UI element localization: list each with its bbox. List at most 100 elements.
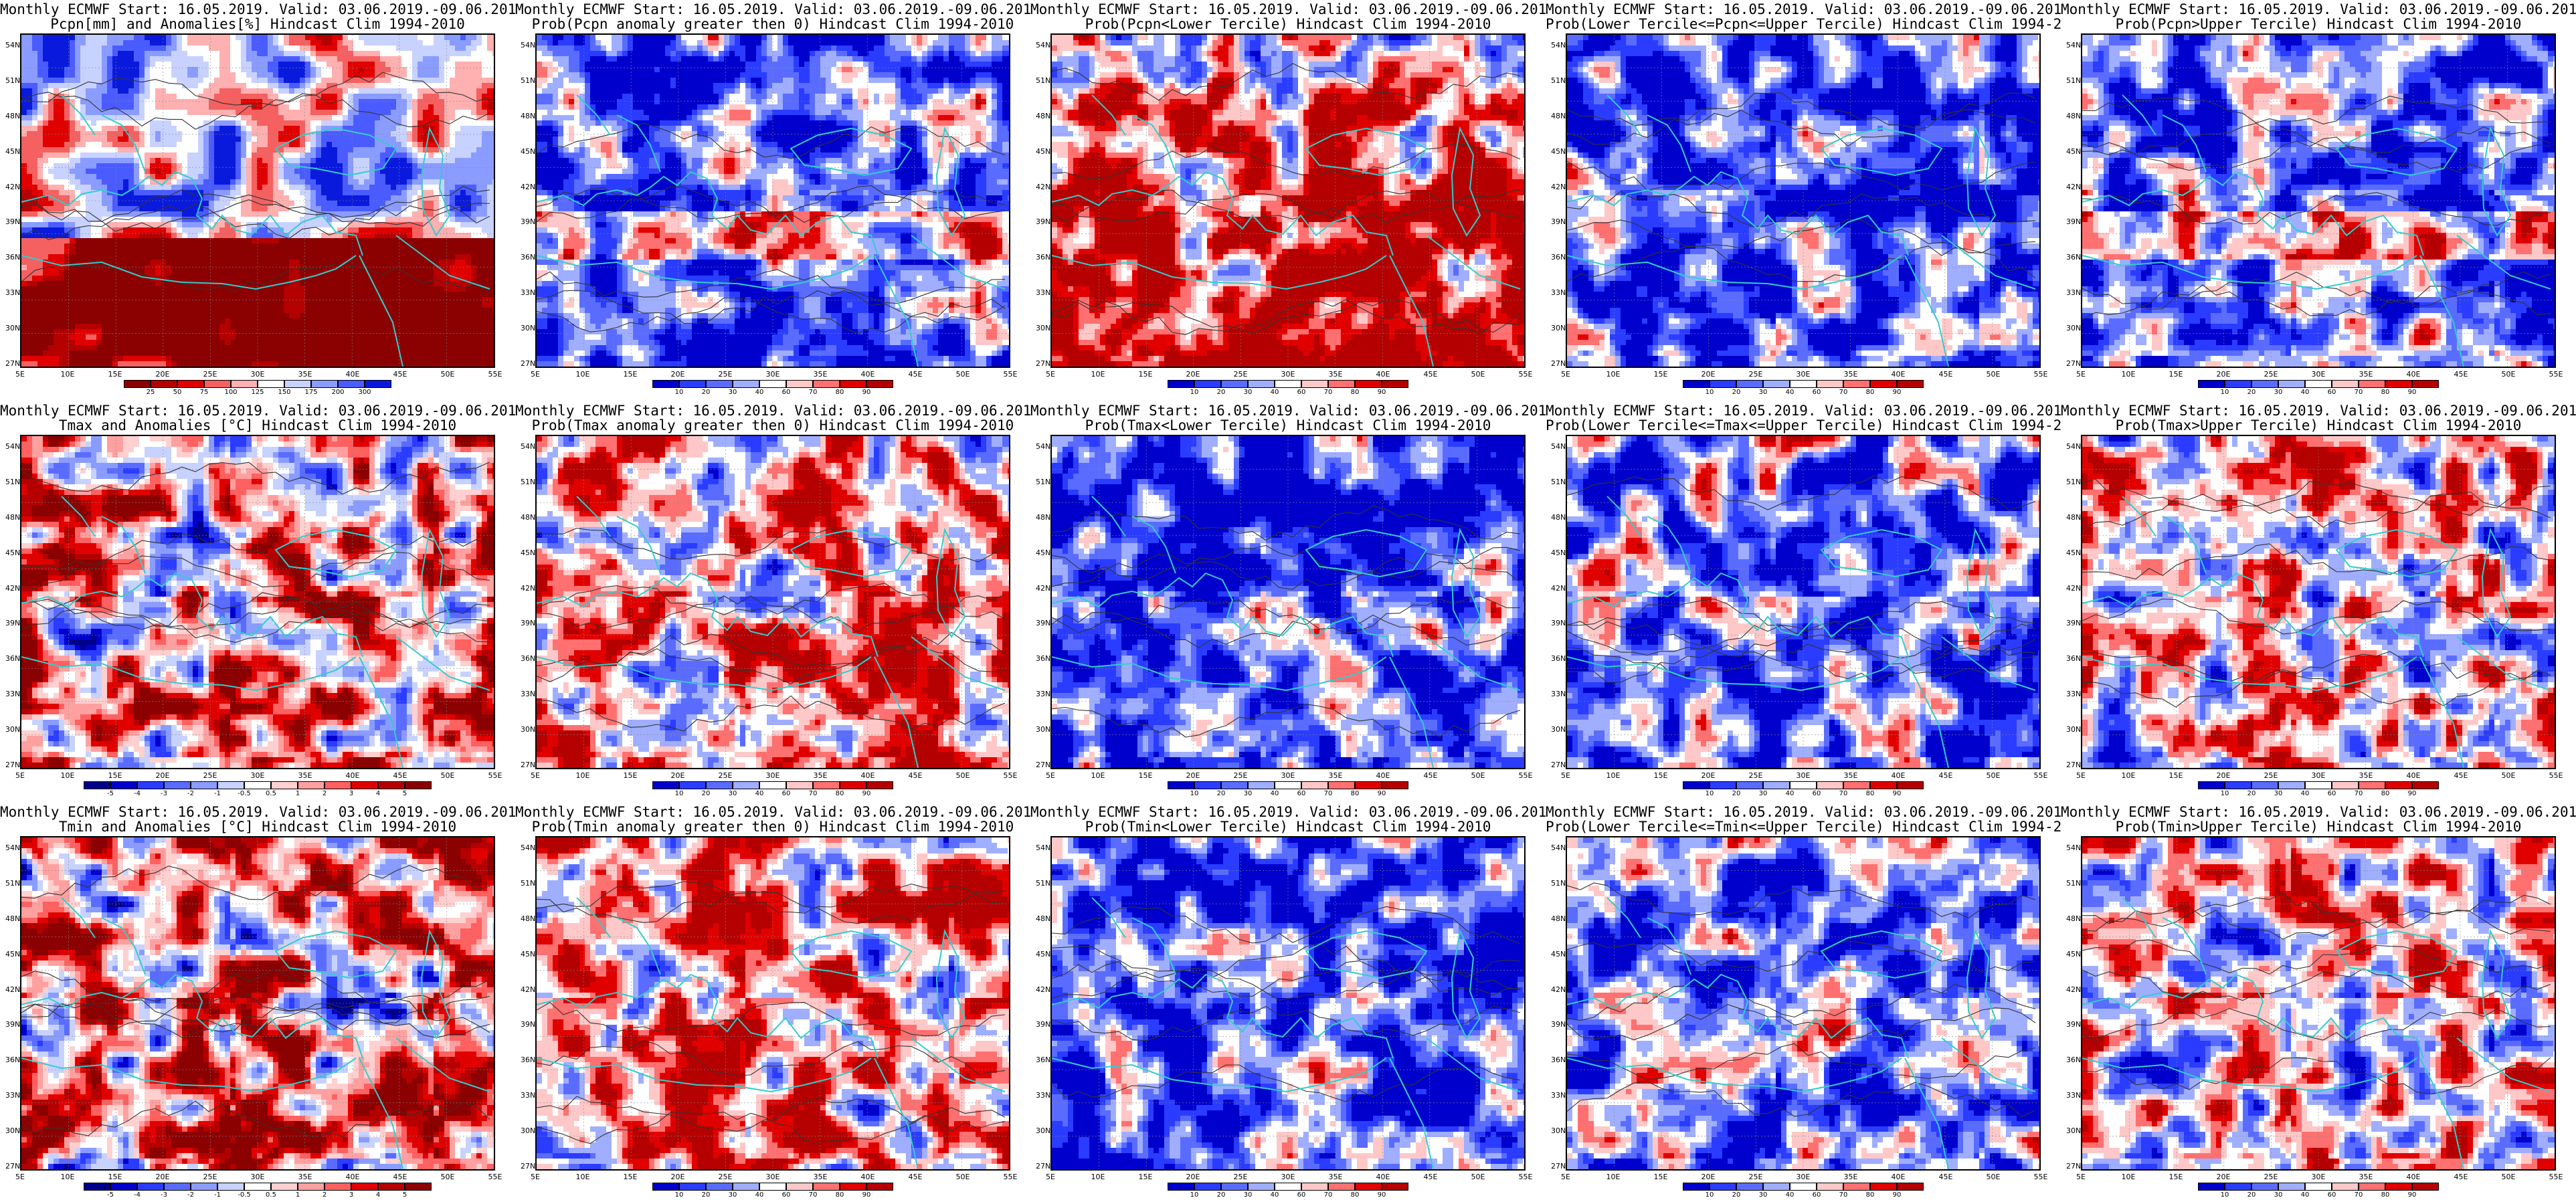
lat-label: 30N bbox=[1551, 324, 1566, 332]
colorbar-tick-label: -0.5 bbox=[231, 790, 258, 797]
colorbar-segment bbox=[1710, 380, 1736, 388]
colorbar-tick-label: 20 bbox=[2238, 790, 2265, 797]
lon-label: 35E bbox=[2356, 1173, 2376, 1181]
lon-label: 55E bbox=[1000, 772, 1020, 780]
lat-label: 27N bbox=[1036, 1163, 1050, 1171]
lon-label: 15E bbox=[2166, 1173, 2186, 1181]
colorbar-segment bbox=[1355, 380, 1382, 388]
colorbar-segment bbox=[1194, 781, 1221, 789]
lon-label: 50E bbox=[438, 772, 458, 780]
lon-label: 45E bbox=[390, 1173, 410, 1181]
colorbar-segment bbox=[2305, 1183, 2332, 1191]
colorbar-segment bbox=[1221, 1183, 1248, 1191]
colorbar-segment bbox=[813, 1183, 840, 1191]
panel-title-line2: Prob(Pcpn anomaly greater then 0) Hindca… bbox=[515, 16, 1030, 32]
lon-label: 25E bbox=[1230, 371, 1251, 379]
lon-label: 45E bbox=[905, 772, 925, 780]
map-panel-4: Monthly ECMWF Start: 16.05.2019. Valid: … bbox=[1546, 0, 2061, 401]
colorbar-segment bbox=[2251, 1183, 2278, 1191]
colorbar-tick-label: 60 bbox=[1288, 389, 1315, 396]
lat-label: 39N bbox=[5, 619, 20, 627]
lat-label: 33N bbox=[1036, 289, 1050, 297]
lon-label: 35E bbox=[1325, 1173, 1346, 1181]
lon-label: 20E bbox=[668, 371, 688, 379]
lat-label: 48N bbox=[521, 915, 535, 923]
lon-label: 5E bbox=[10, 1173, 30, 1181]
colorbar: 10 20 30 40 60 70 80 90 bbox=[652, 781, 893, 789]
lat-label: 48N bbox=[521, 112, 535, 120]
colorbar-tick-label: 40 bbox=[1776, 790, 1803, 797]
lat-label: 27N bbox=[1036, 360, 1050, 368]
lat-label: 54N bbox=[2066, 844, 2081, 852]
lon-label: 25E bbox=[200, 371, 220, 379]
map-field bbox=[1567, 436, 2039, 768]
colorbar-segment bbox=[244, 1183, 271, 1191]
lon-label: 25E bbox=[715, 1173, 735, 1181]
colorbar-tick-label: -2 bbox=[177, 790, 204, 797]
lon-label: 40E bbox=[1888, 772, 1908, 780]
colorbar-segment bbox=[1683, 781, 1710, 789]
lat-label: 36N bbox=[521, 655, 535, 663]
panel-title-line1: Monthly ECMWF Start: 16.05.2019. Valid: … bbox=[515, 403, 1030, 419]
colorbar: 10 20 30 40 60 70 80 90 bbox=[1168, 380, 1408, 388]
lon-label: 35E bbox=[810, 772, 830, 780]
map-panel-6: Monthly ECMWF Start: 16.05.2019. Valid: … bbox=[0, 401, 515, 803]
colorbar-segment bbox=[405, 1183, 432, 1191]
lon-label: 15E bbox=[2166, 371, 2186, 379]
panel-title-line2: Prob(Tmax<Lower Tercile) Hindcast Clim 1… bbox=[1030, 417, 1546, 433]
lon-label: 5E bbox=[1040, 772, 1061, 780]
map-field bbox=[1052, 436, 1524, 768]
colorbar-segment bbox=[1382, 380, 1408, 388]
lon-label: 20E bbox=[668, 772, 688, 780]
lat-label: 54N bbox=[1036, 443, 1050, 451]
colorbar-segment bbox=[84, 1183, 110, 1191]
colorbar-tick-label: 40 bbox=[746, 389, 773, 396]
lon-label: 50E bbox=[953, 772, 973, 780]
colorbar-tick-label: 0.5 bbox=[258, 790, 284, 797]
map-field bbox=[2082, 837, 2555, 1169]
lat-label: 27N bbox=[1036, 761, 1050, 769]
colorbar-tick-label: 1 bbox=[284, 790, 311, 797]
colorbar-tick-label: 10 bbox=[666, 790, 693, 797]
colorbar-segment bbox=[1328, 1183, 1355, 1191]
colorbar-segment bbox=[2385, 380, 2412, 388]
colorbar-tick-label: 60 bbox=[1288, 790, 1315, 797]
colorbar-tick-label: 75 bbox=[191, 389, 217, 396]
lat-label: 48N bbox=[1036, 514, 1050, 522]
colorbar-tick-label: 80 bbox=[2372, 389, 2399, 396]
colorbar-tick-label: 60 bbox=[1803, 790, 1830, 797]
lat-label: 42N bbox=[1551, 585, 1566, 593]
panel-title-line2: Prob(Lower Tercile<=Tmin<=Upper Tercile)… bbox=[1546, 819, 2061, 835]
lon-label: 35E bbox=[2356, 371, 2376, 379]
lat-label: 33N bbox=[1551, 690, 1566, 698]
colorbar-segment bbox=[1790, 781, 1817, 789]
lon-label: 30E bbox=[763, 1173, 783, 1181]
lat-label: 48N bbox=[1036, 915, 1050, 923]
colorbar-segment bbox=[1301, 380, 1328, 388]
colorbar-segment bbox=[1275, 1183, 1301, 1191]
lon-label: 25E bbox=[1746, 1173, 1766, 1181]
map-area bbox=[2081, 435, 2556, 769]
lat-label: 48N bbox=[1036, 112, 1050, 120]
colorbar-segment bbox=[164, 1183, 191, 1191]
colorbar-segment bbox=[706, 1183, 733, 1191]
colorbar-segment bbox=[2225, 380, 2251, 388]
lat-label: 48N bbox=[5, 514, 20, 522]
lon-label: 30E bbox=[1793, 371, 1813, 379]
colorbar-segment bbox=[866, 380, 893, 388]
colorbar-tick-label: 200 bbox=[325, 389, 351, 396]
lon-label: 5E bbox=[2071, 371, 2091, 379]
lon-label: 5E bbox=[2071, 772, 2091, 780]
lon-label: 50E bbox=[1983, 1173, 2003, 1181]
colorbar-segment bbox=[679, 380, 706, 388]
lat-label: 33N bbox=[1036, 690, 1050, 698]
colorbar-tick-label: -1 bbox=[204, 790, 231, 797]
lat-label: 51N bbox=[521, 77, 535, 85]
colorbar-segment bbox=[2278, 781, 2305, 789]
colorbar-segment bbox=[1870, 781, 1897, 789]
lon-label: 55E bbox=[1000, 371, 1020, 379]
map-area bbox=[1566, 435, 2041, 769]
lat-label: 42N bbox=[1551, 183, 1566, 191]
lat-label: 48N bbox=[2066, 514, 2081, 522]
lon-label: 10E bbox=[573, 772, 593, 780]
